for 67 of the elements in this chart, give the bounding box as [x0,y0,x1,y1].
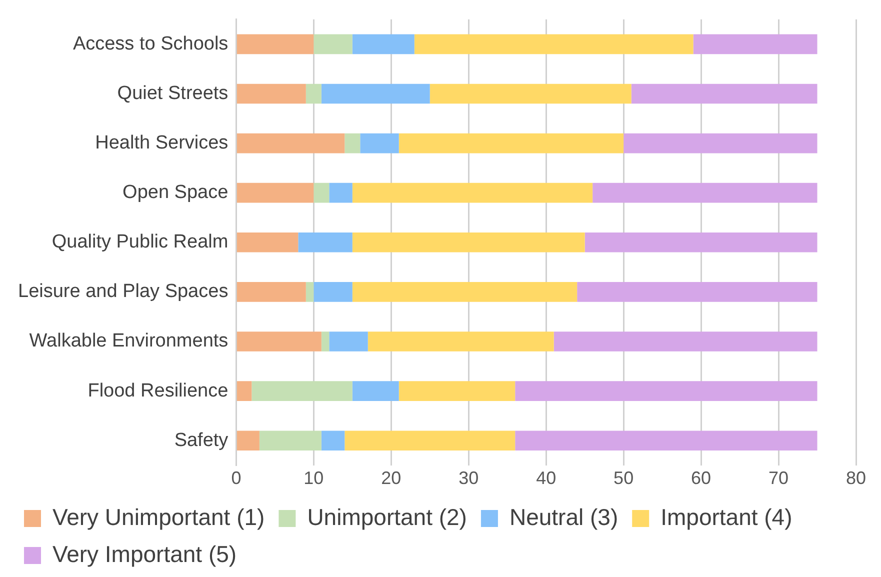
x-tick-label: 70 [768,468,789,488]
y-tick-label: Health Services [95,132,228,154]
bar [321,84,430,104]
bar [515,381,818,401]
x-tick-label: 0 [231,468,242,488]
bar [236,232,298,252]
bar [398,133,624,154]
bar [398,381,516,401]
bar [252,381,352,401]
legend-label: Neutral (3) [509,504,618,530]
x-tick-label: 80 [846,468,866,488]
bar [360,133,399,154]
y-tick-label: Quality Public Realm [52,232,228,253]
bar [329,182,352,203]
legend-label: Very Unimportant (1) [52,504,265,530]
bar [236,182,314,203]
bar [352,381,399,401]
bar [298,232,352,252]
y-tick-label: Open Space [122,182,228,204]
legend-label: Very Important (5) [52,540,237,567]
legend-label: Unimportant (2) [307,504,467,530]
bar [236,381,252,401]
bar [306,84,322,104]
bar [259,430,322,451]
bar [236,34,314,54]
x-tick-label: 50 [614,468,634,488]
bar [368,332,554,352]
bar [592,182,818,203]
bar [352,282,578,302]
y-tick-label: Flood Resilience [88,380,228,402]
x-tick-label: 10 [304,468,324,488]
bar [306,282,314,302]
bar [624,133,818,154]
x-tick-label: 40 [536,468,556,488]
bar [352,232,585,252]
bar [329,332,368,352]
bar [631,84,818,104]
bar [236,430,260,451]
bar [352,34,414,54]
bar [236,332,322,352]
y-tick-label: Walkable Environments [29,330,228,352]
y-tick-label: Safety [174,430,229,451]
bar [577,282,818,302]
legend-label: Important (4) [660,504,792,530]
bar [584,232,818,252]
x-tick-label: 30 [458,468,479,488]
bar [515,430,818,451]
y-tick-label: Quiet Streets [117,82,228,104]
x-tick-label: 60 [691,468,712,488]
bar [344,430,516,451]
bar [314,282,352,302]
bar [236,84,306,104]
bar [430,84,632,104]
bar [321,430,345,451]
bar [554,332,818,352]
bar [236,133,345,154]
bar [352,182,593,203]
bar [693,34,818,54]
bar [414,34,694,54]
bar [344,133,360,154]
y-tick-label: Leisure and Play Spaces [18,281,228,302]
bar [236,282,306,302]
bar [321,332,330,352]
x-tick-label: 20 [381,468,402,488]
bar [314,182,330,203]
y-tick-label: Access to Schools [72,33,228,54]
bar [314,34,352,54]
